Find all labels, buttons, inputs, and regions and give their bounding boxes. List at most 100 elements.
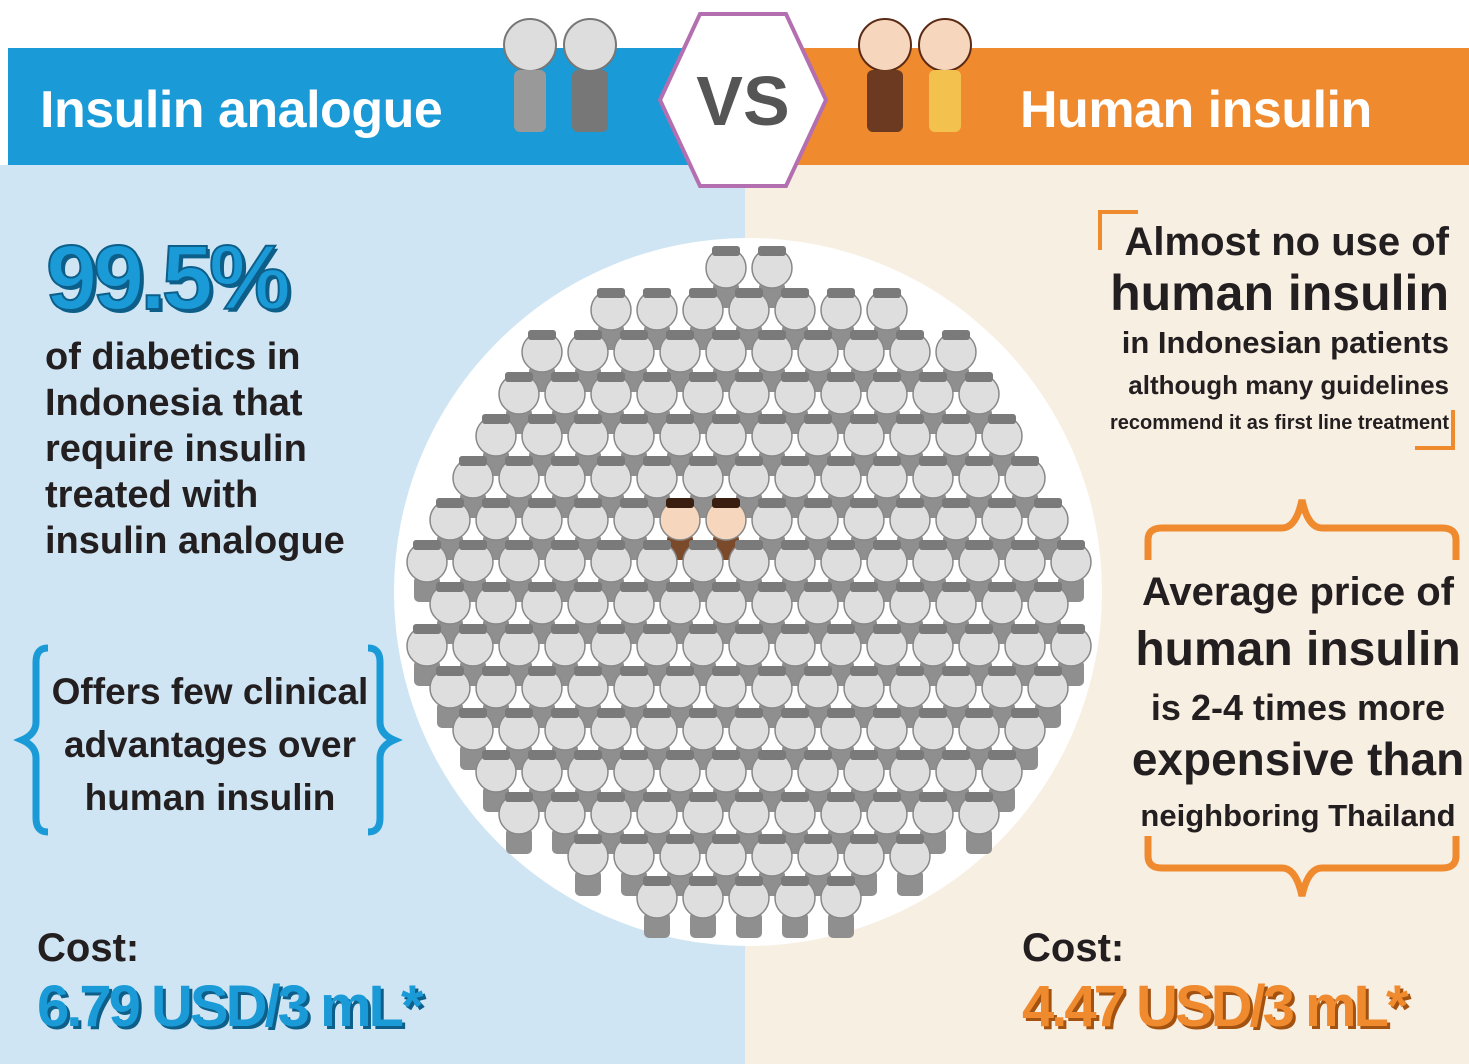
figure-hat bbox=[436, 666, 464, 676]
figure-hat bbox=[551, 624, 579, 634]
figure-hat bbox=[735, 792, 763, 802]
figure-hat bbox=[597, 792, 625, 802]
figure-hat bbox=[804, 666, 832, 676]
figure-hat bbox=[712, 330, 740, 340]
figure-hat bbox=[827, 708, 855, 718]
figure-hat bbox=[482, 414, 510, 424]
figure-hat bbox=[574, 498, 602, 508]
figure-hat bbox=[620, 834, 648, 844]
figure-hat bbox=[597, 708, 625, 718]
figure-hat bbox=[804, 330, 832, 340]
figure-hat bbox=[896, 834, 924, 844]
figure-hat bbox=[482, 498, 510, 508]
figure-hat bbox=[735, 624, 763, 634]
figure-hat bbox=[781, 876, 809, 886]
figure-hat bbox=[1011, 708, 1039, 718]
figure-hat bbox=[781, 456, 809, 466]
figure-hat bbox=[827, 456, 855, 466]
figure-hat bbox=[689, 372, 717, 382]
price-line: is 2-4 times more bbox=[1130, 690, 1466, 726]
figure-hat bbox=[482, 666, 510, 676]
price-line: Average price of bbox=[1130, 572, 1466, 612]
figure-hat bbox=[758, 246, 786, 256]
figure-hat bbox=[850, 582, 878, 592]
figure-hat bbox=[965, 792, 993, 802]
figure-hat bbox=[942, 666, 970, 676]
figure-hat bbox=[850, 414, 878, 424]
figure-hat bbox=[482, 750, 510, 760]
headline-line: in Indonesian patients bbox=[1049, 327, 1449, 358]
figure-hat bbox=[689, 708, 717, 718]
figure-hat bbox=[1011, 540, 1039, 550]
figure-hat bbox=[781, 624, 809, 634]
figure-hat bbox=[758, 330, 786, 340]
figure-hat bbox=[689, 540, 717, 550]
figure-hat bbox=[758, 666, 786, 676]
figure-hat bbox=[666, 750, 694, 760]
figure-hat bbox=[942, 750, 970, 760]
figure-hat bbox=[873, 792, 901, 802]
figure-hat bbox=[505, 540, 533, 550]
figure-hat bbox=[574, 666, 602, 676]
figure-hat bbox=[643, 540, 671, 550]
figure-hat bbox=[574, 834, 602, 844]
figure-hat bbox=[827, 372, 855, 382]
figure-hat bbox=[735, 876, 763, 886]
figure-hat bbox=[643, 876, 671, 886]
figure-hat bbox=[804, 750, 832, 760]
page: Insulin analogue VS Human insulin 99.5% … bbox=[0, 0, 1469, 1064]
figure-hat bbox=[919, 372, 947, 382]
figure-hat bbox=[712, 246, 740, 256]
note-line: Offers few clinical bbox=[20, 673, 400, 710]
figure-hat bbox=[689, 624, 717, 634]
figure-hat bbox=[988, 582, 1016, 592]
figure-hat bbox=[735, 708, 763, 718]
figure-hat bbox=[666, 582, 694, 592]
figure-hat bbox=[735, 456, 763, 466]
left-title: Insulin analogue bbox=[40, 84, 442, 136]
figure-hat bbox=[643, 708, 671, 718]
figure-hat bbox=[528, 414, 556, 424]
figure-hat bbox=[758, 834, 786, 844]
figure-hat bbox=[1034, 666, 1062, 676]
description-line: treated with bbox=[45, 476, 258, 514]
figure-hat bbox=[459, 624, 487, 634]
figure-hat bbox=[781, 540, 809, 550]
figure-hat bbox=[689, 876, 717, 886]
figure-hat bbox=[758, 414, 786, 424]
figure-hat bbox=[942, 498, 970, 508]
figure-hat bbox=[873, 456, 901, 466]
figure-hat bbox=[735, 372, 763, 382]
figure-hat bbox=[988, 666, 1016, 676]
figure-hat bbox=[712, 498, 740, 508]
price-line: neighboring Thailand bbox=[1130, 800, 1466, 831]
figure-hat bbox=[781, 708, 809, 718]
figure-hat bbox=[919, 540, 947, 550]
figure-hat bbox=[988, 414, 1016, 424]
figure-hat bbox=[758, 750, 786, 760]
figure-hat bbox=[1057, 624, 1085, 634]
figure-hat bbox=[459, 708, 487, 718]
cost-label: Cost: bbox=[37, 928, 139, 968]
figure-hat bbox=[574, 414, 602, 424]
price-line: human insulin bbox=[1130, 626, 1466, 674]
figure-hat bbox=[712, 834, 740, 844]
figure-hat bbox=[1034, 582, 1062, 592]
figure-hat bbox=[804, 498, 832, 508]
figure-hat bbox=[666, 330, 694, 340]
figure-hat bbox=[597, 288, 625, 298]
figure-hat bbox=[597, 372, 625, 382]
figure-hat bbox=[965, 456, 993, 466]
figure-hat bbox=[896, 750, 924, 760]
figure-hat bbox=[597, 624, 625, 634]
figure-hat bbox=[1011, 456, 1039, 466]
figure-hat bbox=[988, 498, 1016, 508]
figure-hat bbox=[528, 750, 556, 760]
figure-hat bbox=[551, 456, 579, 466]
figure-hat bbox=[551, 792, 579, 802]
figure-hat bbox=[712, 582, 740, 592]
figure-hat bbox=[919, 792, 947, 802]
figure-hat bbox=[551, 540, 579, 550]
figure-hat bbox=[850, 750, 878, 760]
figure-hat bbox=[643, 288, 671, 298]
